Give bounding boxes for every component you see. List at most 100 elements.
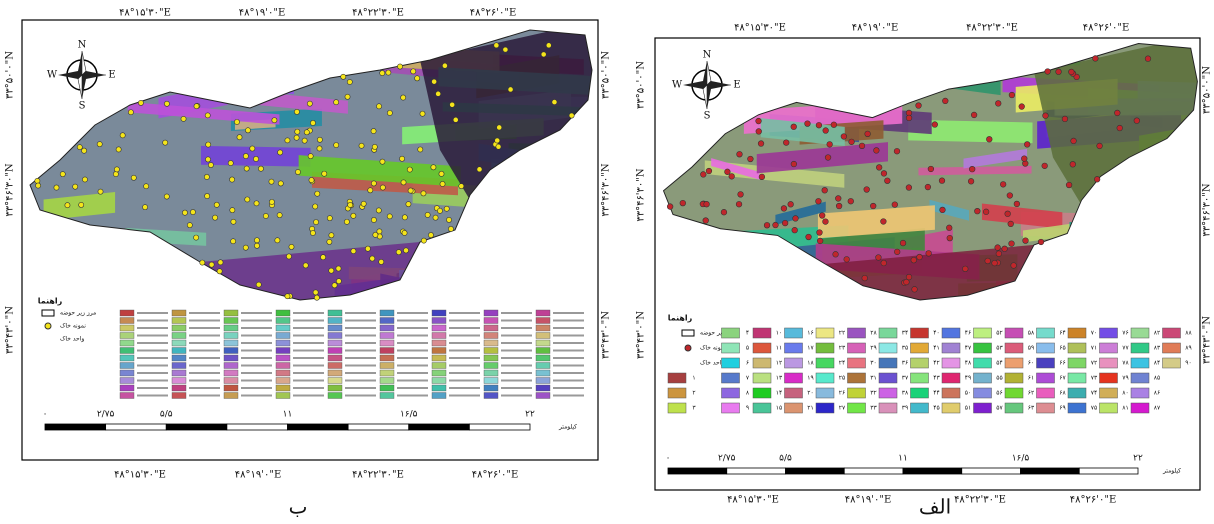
scale-label: ۰ [666,454,671,464]
legend-key [682,330,694,336]
soil-sample [841,134,847,140]
legend-swatch [1068,358,1086,368]
soil-sample [1007,193,1013,199]
legend-swatch [879,328,897,338]
legend-swatch [328,348,342,354]
map-body [20,20,671,322]
soil-sample [983,209,989,215]
soil-sample [439,171,444,176]
legend-unit: ۱۸ [807,360,814,367]
soil-sample [667,204,673,210]
soil-sample [1062,116,1068,122]
soil-sample [421,238,426,243]
legend-unit: ۶۲ [1028,390,1034,397]
legend-swatch [816,343,834,353]
soil-sample [881,171,887,177]
latitude-label: ۳۳°۴۳'۰"N [1202,316,1213,364]
soil-sample [228,160,233,165]
legend-swatch [120,340,134,346]
legend-swatch [816,403,834,413]
soil-sample [497,125,502,130]
soil-sample [884,178,890,184]
soil-sample [1093,56,1099,62]
legend-item: واحد خاک [60,335,84,343]
legend-unit: ۶۰ [1028,360,1034,367]
legend-swatch [816,358,834,368]
scale-unit: کیلومتر [1162,468,1181,475]
soil-sample [295,169,300,174]
legend-swatch [380,340,394,346]
legend-swatch [785,343,803,353]
legend-title: راهنما [38,297,63,306]
legend-swatch [432,333,446,339]
soil-sample [97,142,102,147]
legend-unit: ۱۷ [807,345,814,352]
legend-swatch [785,388,803,398]
legend-swatch [328,363,342,369]
legend-unit: ۸۵ [1154,375,1160,382]
soil-sample [906,185,912,191]
legend-swatch [276,363,290,369]
legend-unit: ۳۳ [870,405,877,412]
soil-sample [407,167,412,172]
soil-sample [729,173,735,179]
legend-swatch [328,355,342,361]
soil-sample [286,254,291,259]
soil-sample [477,167,482,172]
soil-sample [947,235,953,241]
soil-sample [402,215,407,220]
soil-sample [926,251,932,257]
legend-swatch [848,328,866,338]
soil-sample [313,220,318,225]
soil-sample [703,218,709,224]
soil-sample [748,156,754,162]
scale-segment [106,424,167,430]
legend-swatch [276,378,290,384]
legend-swatch [816,328,834,338]
scale-label: ۱۱ [898,454,908,464]
legend-swatch [668,373,686,383]
legend-swatch [668,388,686,398]
scale-label: ۲/۷۵ [718,454,736,464]
legend-swatch [120,310,134,316]
soil-sample [904,279,910,285]
soil-sample [448,226,453,231]
soil-sample [401,180,406,185]
legend-swatch [848,343,866,353]
legend-swatch [1005,373,1023,383]
soil-sample [781,206,787,212]
legend-swatch [1100,358,1118,368]
soil-sample [321,255,326,260]
legend-swatch [432,393,446,399]
legend-unit: ۴۹ [965,375,971,382]
soil-sample [376,104,381,109]
legend-unit: ۶۶ [1059,360,1065,367]
scale-segment [1021,468,1080,474]
legend-unit: ۹ [746,405,749,412]
legend-swatch [120,378,134,384]
soil-sample [365,246,370,251]
soil-sample [446,217,451,222]
legend-swatch [942,343,960,353]
soil-sample [327,216,332,221]
legend-swatch [328,378,342,384]
legend-unit: ۲۶ [839,390,845,397]
soil-sample [373,232,378,237]
compass-label: E [108,70,115,81]
soil-unit [517,182,639,213]
legend-swatch [911,358,929,368]
soil-sample [459,184,464,189]
legend-swatch [1131,343,1149,353]
compass-label: W [47,70,58,81]
soil-sample [1008,221,1014,227]
soil-sample [1045,69,1051,75]
legend-unit: ۸۷ [1154,405,1161,412]
legend-swatch [536,378,550,384]
soil-sample [569,113,574,118]
soil-sample [848,198,854,204]
soil-sample [1024,142,1030,148]
legend-swatch [224,318,238,324]
legend-swatch [224,370,238,376]
legend-swatch [120,333,134,339]
soil-sample [759,174,765,180]
